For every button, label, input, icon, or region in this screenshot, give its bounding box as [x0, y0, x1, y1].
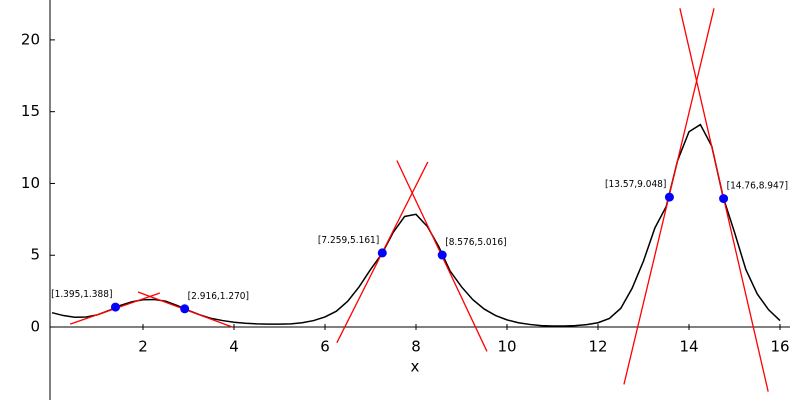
- point-label: [1.395,1.388]: [51, 289, 112, 300]
- point: [664, 192, 674, 202]
- y-tick-label: 5: [30, 246, 40, 264]
- y-tick-label: 10: [21, 174, 40, 192]
- point: [437, 250, 447, 260]
- y-tick-label: 0: [30, 318, 40, 336]
- y-tick-label: 20: [21, 30, 40, 48]
- point: [377, 248, 387, 258]
- x-tick-label: 6: [320, 338, 330, 356]
- point-label: [14.76,8.947]: [727, 181, 788, 192]
- x-tick-label: 14: [679, 338, 698, 356]
- x-tick-label: 4: [229, 338, 239, 356]
- point: [110, 302, 120, 312]
- x-tick-label: 2: [138, 338, 148, 356]
- point-label: [2.916,1.270]: [188, 291, 249, 302]
- y-tick-label: 15: [21, 102, 40, 120]
- point: [180, 304, 190, 314]
- point-label: [8.576,5.016]: [445, 237, 506, 248]
- x-tick-label: 16: [770, 338, 789, 356]
- point: [719, 194, 729, 204]
- x-tick-label: 10: [497, 338, 516, 356]
- x-tick-label: 8: [411, 338, 421, 356]
- point-label: [7.259,5.161]: [318, 235, 379, 246]
- x-axis-label: x: [411, 358, 420, 376]
- curve: [51, 123, 781, 327]
- x-tick-label: 12: [588, 338, 607, 356]
- point-label: [13.57,9.048]: [605, 179, 666, 190]
